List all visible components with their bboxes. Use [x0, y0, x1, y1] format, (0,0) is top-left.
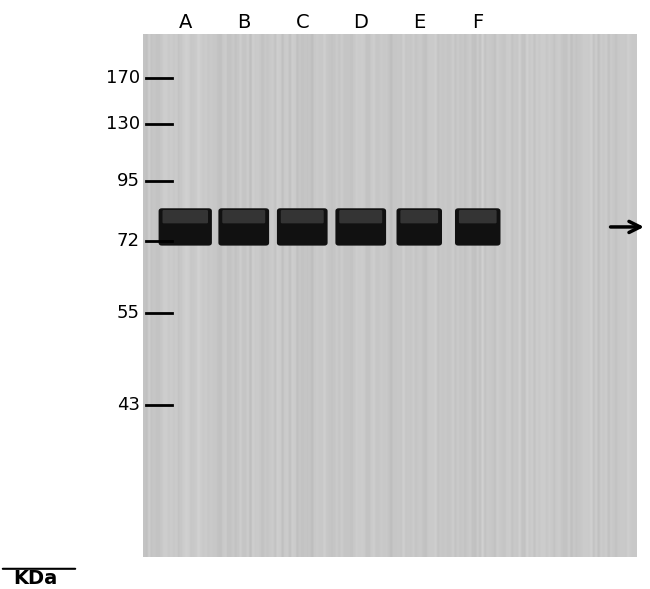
Text: 130: 130: [105, 114, 140, 133]
FancyBboxPatch shape: [455, 209, 500, 246]
Text: 95: 95: [117, 172, 140, 190]
FancyBboxPatch shape: [222, 210, 265, 223]
Text: F: F: [472, 14, 484, 32]
Text: A: A: [179, 14, 192, 32]
Text: KDa: KDa: [13, 569, 57, 588]
FancyBboxPatch shape: [159, 209, 212, 246]
Text: 170: 170: [105, 68, 140, 87]
FancyBboxPatch shape: [396, 209, 442, 246]
FancyBboxPatch shape: [277, 209, 328, 246]
Text: 55: 55: [117, 304, 140, 322]
FancyBboxPatch shape: [339, 210, 382, 223]
Text: B: B: [237, 14, 250, 32]
Text: C: C: [296, 14, 309, 32]
Text: D: D: [354, 14, 368, 32]
FancyBboxPatch shape: [335, 209, 386, 246]
FancyBboxPatch shape: [162, 210, 208, 223]
Text: E: E: [413, 14, 425, 32]
FancyBboxPatch shape: [400, 210, 438, 223]
FancyBboxPatch shape: [218, 209, 269, 246]
FancyBboxPatch shape: [281, 210, 324, 223]
FancyBboxPatch shape: [459, 210, 497, 223]
Text: 43: 43: [117, 396, 140, 414]
Text: 72: 72: [117, 232, 140, 250]
